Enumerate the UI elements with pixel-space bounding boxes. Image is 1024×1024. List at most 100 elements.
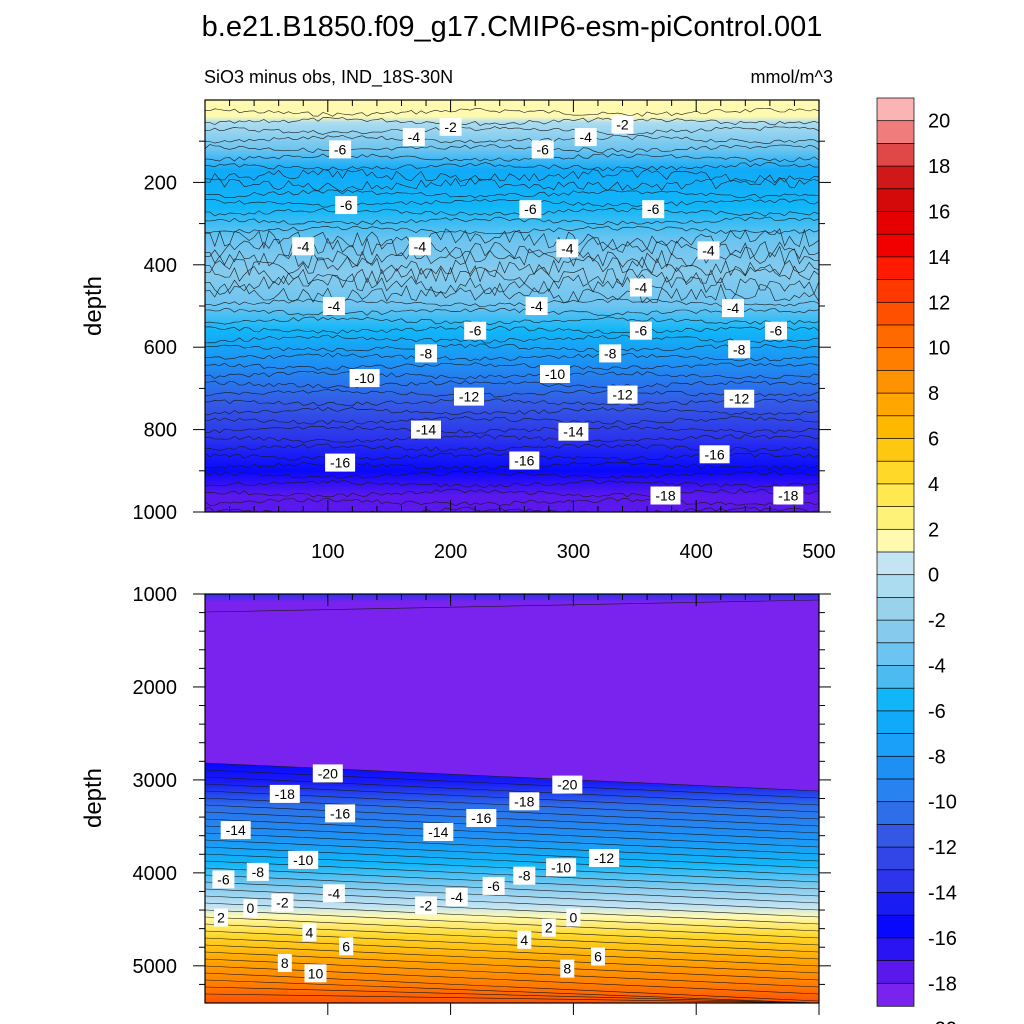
colorbar-box (876, 619, 915, 644)
upper-label-text: -4 (702, 242, 715, 258)
lower-label-text: -6 (487, 878, 500, 894)
lower-contour-label: -8 (246, 862, 269, 881)
upper-contour-line (205, 177, 819, 192)
upper-contour-label: -4 (525, 297, 548, 315)
lower-label-box (560, 959, 575, 978)
lower-label-text: 0 (247, 900, 255, 916)
lower-contour-label: 4 (517, 930, 532, 949)
upper-contour-label: -16 (509, 451, 540, 470)
upper-label-box (322, 297, 345, 315)
upper-label-box (325, 453, 356, 472)
upper-label-text: -14 (416, 422, 436, 438)
upper-contour-line (205, 425, 819, 435)
upper-label-text: -18 (778, 488, 798, 504)
lower-label-text: 8 (281, 955, 289, 971)
upper-contour-label: -4 (722, 299, 744, 318)
lower-contour-label: 8 (560, 959, 575, 978)
lower-label-box (546, 858, 577, 877)
lower-contour-line (205, 958, 819, 988)
lower-contour-line (205, 818, 819, 848)
upper-label-box (531, 140, 554, 159)
upper-label-box (607, 385, 638, 404)
upper-label-text: -4 (530, 298, 543, 314)
lower-contour-line (205, 881, 819, 911)
lower-contour-label: 6 (591, 947, 605, 966)
lower-label-text: -20 (318, 765, 338, 781)
colorbar-label: -4 (928, 656, 946, 678)
upper-contour-label: -10 (349, 369, 380, 388)
colorbar-label: 20 (928, 111, 950, 133)
lower-label-box (212, 870, 235, 889)
upper-label-text: -4 (727, 300, 740, 316)
colorbar-label: -12 (928, 837, 957, 859)
upper-label-box (525, 297, 548, 315)
upper-label-text: -10 (354, 370, 374, 386)
upper-contour-label: -10 (540, 365, 570, 383)
upper-contour-label: -6 (329, 140, 352, 159)
lower-label-text: 2 (217, 910, 225, 926)
lower-y-axis-label: depth (80, 768, 107, 828)
upper-contour-line (205, 334, 819, 344)
lower-label-box (517, 930, 532, 949)
lower-contour-label: -12 (589, 849, 620, 867)
lower-label-box (552, 775, 583, 794)
upper-contour-labels: -2 -2 -4 -4 -6 -6 -6 -6 -6 -4 -4 -4 -4 -4 -4 -4 -4 -6 -6 -6… (292, 115, 804, 505)
lower-label-box (591, 947, 605, 966)
upper-contour-line (205, 162, 819, 171)
colorbar-label: 16 (928, 202, 950, 224)
colorbar-box (876, 165, 915, 190)
lower-contour-label: -16 (466, 809, 497, 827)
upper-label-text: -4 (635, 280, 648, 296)
lower-label-box (325, 804, 356, 823)
lower-contour-line (205, 986, 819, 1003)
upper-contour-line (205, 168, 819, 184)
upper-contour-label: -14 (411, 420, 441, 439)
lower-contour-label: -2 (271, 893, 294, 912)
upper-contour-line (205, 264, 819, 286)
lower-label-box (509, 792, 540, 811)
upper-label-box (558, 422, 589, 441)
lower-label-box (513, 866, 536, 885)
upper-label-box (415, 344, 437, 363)
upper-contour-line (205, 298, 819, 308)
lower-label-box (589, 849, 620, 867)
colorbar-box (876, 937, 915, 962)
lower-label-text: 6 (594, 949, 602, 965)
lower-contour-label: -18 (509, 792, 540, 811)
upper-contour-label: -4 (402, 128, 425, 147)
upper-label-box (773, 486, 804, 505)
upper-contour-line (205, 216, 819, 226)
upper-label-box (574, 128, 597, 147)
lower-label-text: -18 (275, 786, 295, 802)
upper-label-text: -6 (340, 197, 353, 213)
upper-label-text: -18 (655, 488, 675, 504)
upper-x-tick-label: 400 (680, 541, 713, 563)
colorbar-label: -10 (928, 792, 957, 814)
upper-contour-label: -18 (650, 486, 681, 505)
lower-label-box (277, 954, 292, 972)
upper-contour-line (205, 434, 819, 443)
colorbar-label: -18 (928, 973, 957, 995)
upper-label-text: -6 (524, 201, 537, 217)
upper-label-box (650, 486, 681, 505)
upper-label-text: -14 (563, 424, 583, 440)
colorbar-box (876, 392, 915, 417)
upper-contour-label: -12 (724, 389, 755, 408)
lower-contour-line (205, 599, 819, 613)
upper-contour-label: -6 (335, 196, 358, 215)
upper-y-tick-label: 600 (144, 337, 177, 359)
upper-contour-label: -6 (464, 321, 487, 340)
upper-contour-label: -12 (454, 387, 484, 406)
lower-label-text: -18 (514, 793, 534, 809)
lower-contour-line (205, 944, 819, 974)
upper-contour-line (205, 497, 819, 507)
lower-contour-label: -6 (482, 876, 505, 895)
lower-label-text: -2 (276, 895, 289, 911)
upper-contour-line (205, 225, 819, 235)
lower-contour-label: 0 (243, 899, 258, 918)
upper-label-box (519, 200, 542, 219)
upper-label-box (408, 237, 431, 256)
colorbar-label: 10 (928, 338, 950, 360)
lower-label-text: 0 (570, 910, 578, 926)
